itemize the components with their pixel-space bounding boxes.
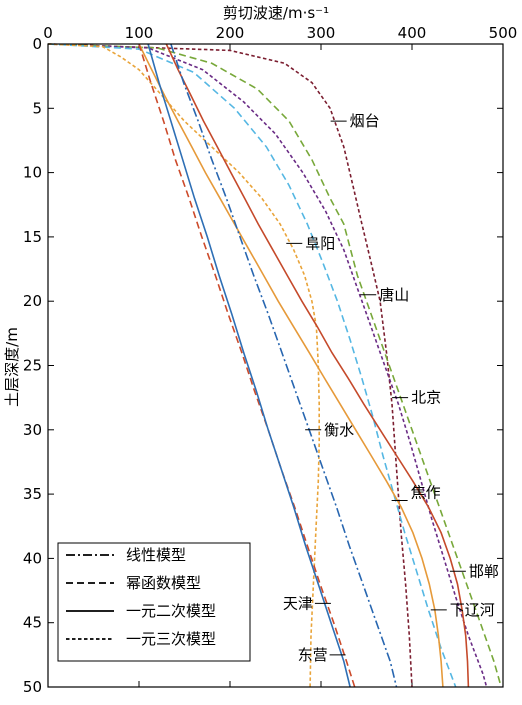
site-label: 烟台 xyxy=(350,112,380,130)
x-axis-title: 剪切波速/m·s⁻¹ xyxy=(223,4,329,22)
site-label: 阜阳 xyxy=(305,234,335,252)
x-tick-label: 500 xyxy=(489,24,518,42)
x-tick-label: 400 xyxy=(398,24,427,42)
series-line-9 xyxy=(147,43,351,688)
site-label: 天津 xyxy=(283,594,313,612)
y-tick-label: 35 xyxy=(23,485,42,503)
series-line-7 xyxy=(170,43,398,688)
y-tick-label: 25 xyxy=(23,357,42,375)
site-label: 焦作 xyxy=(411,484,441,502)
x-tick-label: 0 xyxy=(43,24,53,42)
series-line-4 xyxy=(47,43,320,688)
site-label: 下辽河 xyxy=(450,601,495,619)
y-tick-label: 10 xyxy=(23,164,42,182)
x-tick-label: 300 xyxy=(307,24,336,42)
y-tick-label: 15 xyxy=(23,228,42,246)
legend-box xyxy=(57,542,251,662)
site-label: 北京 xyxy=(411,389,441,407)
y-tick-label: 5 xyxy=(32,99,42,117)
plot-frame xyxy=(47,43,504,688)
series-line-2 xyxy=(47,43,488,688)
y-tick-label: 45 xyxy=(23,614,42,632)
series-line-6 xyxy=(138,43,444,688)
series-lines xyxy=(47,43,502,688)
y-tick-label: 30 xyxy=(23,421,42,439)
series-line-3 xyxy=(47,43,457,688)
legend-label-3: 一元三次模型 xyxy=(126,630,216,648)
site-label: 衡水 xyxy=(324,421,354,439)
site-label: 唐山 xyxy=(379,286,409,304)
legend-label-0: 线性模型 xyxy=(126,546,186,564)
x-tick-label: 100 xyxy=(125,24,154,42)
y-tick-label: 50 xyxy=(23,678,42,696)
series-line-8 xyxy=(138,43,356,688)
x-tick-label: 200 xyxy=(216,24,245,42)
legend-label-1: 幂函数模型 xyxy=(126,574,201,592)
y-tick-label: 0 xyxy=(32,35,42,53)
site-label: 东营 xyxy=(298,646,328,664)
y-axis-title: 土层深度/m xyxy=(3,327,21,407)
series-line-5 xyxy=(165,43,470,688)
axis-ticks: 0 100 200 300 400 500 0 5 10 15 20 25 30 35 40 45 50 xyxy=(23,24,517,696)
series-line-0 xyxy=(47,43,413,688)
series-line-1 xyxy=(47,43,502,688)
y-tick-label: 40 xyxy=(23,549,42,567)
site-label: 邯郸 xyxy=(469,562,499,580)
y-tick-label: 20 xyxy=(23,292,42,310)
legend-label-2: 一元二次模型 xyxy=(126,602,216,620)
